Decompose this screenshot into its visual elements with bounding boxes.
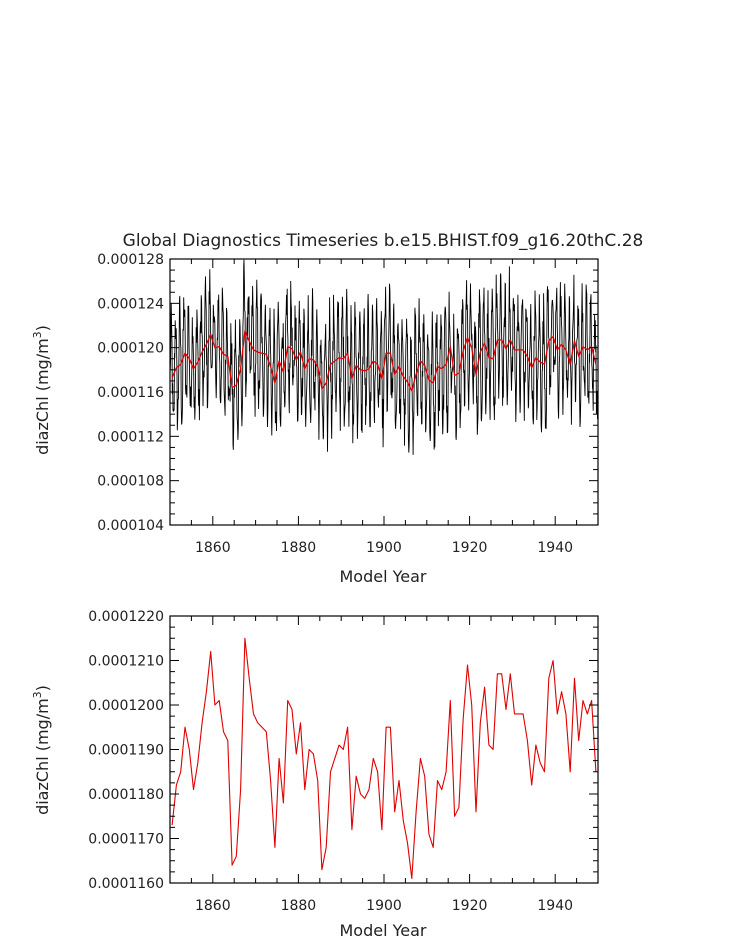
bottom-x-tick-label: 1940 <box>537 898 573 914</box>
top-x-tick-label: 1940 <box>537 540 573 556</box>
top-plot-panel: 0.000104 0.000108 0.000112 0.000116 0.000120… <box>31 252 599 586</box>
bottom-y-tick-label: 0.0001190 <box>88 743 164 759</box>
bottom-x-tick-label: 1900 <box>366 898 402 914</box>
bottom-x-tick-label: 1880 <box>281 898 317 914</box>
monthly-series-line <box>169 259 599 455</box>
top-y-tick-label: 0.000116 <box>97 385 164 401</box>
top-y-tick-label: 0.000108 <box>97 474 164 490</box>
bottom-y-axis-title: diazChl (mg/m3) <box>31 685 52 815</box>
bottom-y-tick-label: 0.0001220 <box>88 609 164 625</box>
annual-mean-series-group <box>171 637 597 880</box>
bottom-plot-panel: 0.0001160 0.0001170 0.0001180 0.0001190 0.00… <box>31 609 599 940</box>
top-y-axis-title-close: ) <box>33 325 52 331</box>
top-y-tick-label: 0.000120 <box>97 341 164 357</box>
top-y-tick-label: 0.000104 <box>97 518 164 534</box>
top-y-axis-title-superscript: 3 <box>31 331 44 338</box>
bottom-plot-axes: 0.0001160 0.0001170 0.0001180 0.0001190 0.00… <box>88 609 599 914</box>
top-y-tick-label: 0.000112 <box>97 429 164 445</box>
bottom-y-tick-label: 0.0001160 <box>88 876 164 892</box>
top-x-tick-label: 1860 <box>195 540 231 556</box>
top-x-tick-label: 1920 <box>452 540 488 556</box>
top-x-tick-label: 1880 <box>281 540 317 556</box>
bottom-y-axis-title-close: ) <box>33 685 52 691</box>
top-y-tick-label: 0.000128 <box>97 252 164 268</box>
bottom-y-tick-label: 0.0001200 <box>88 698 164 714</box>
bottom-y-tick-label: 0.0001210 <box>88 654 164 670</box>
bottom-x-axis-title: Model Year <box>340 921 427 940</box>
bottom-y-axis-title-superscript: 3 <box>31 691 44 698</box>
top-y-axis-title: diazChl (mg/m3) <box>31 325 52 455</box>
bottom-y-tick-label: 0.0001170 <box>88 832 164 848</box>
bottom-x-tick-label: 1920 <box>452 898 488 914</box>
top-y-tick-label: 0.000124 <box>97 296 164 312</box>
annual-mean-series-group <box>171 330 597 392</box>
top-annual-mean-line <box>171 330 597 392</box>
top-y-axis-title-main: diazChl (mg/m <box>33 338 52 455</box>
bottom-y-axis-title-main: diazChl (mg/m <box>33 698 52 815</box>
monthly-series-group <box>169 259 599 455</box>
bottom-y-tick-label: 0.0001180 <box>88 787 164 803</box>
bottom-x-tick-label: 1860 <box>195 898 231 914</box>
top-plot-axes: 0.000104 0.000108 0.000112 0.000116 0.000120… <box>97 252 599 556</box>
top-x-axis-title: Model Year <box>340 567 427 586</box>
bottom-plot-frame <box>169 615 599 884</box>
chart-title: Global Diagnostics Timeseries b.e15.BHIS… <box>123 231 644 251</box>
bottom-annual-mean-line <box>171 637 597 880</box>
top-x-tick-label: 1900 <box>366 540 402 556</box>
